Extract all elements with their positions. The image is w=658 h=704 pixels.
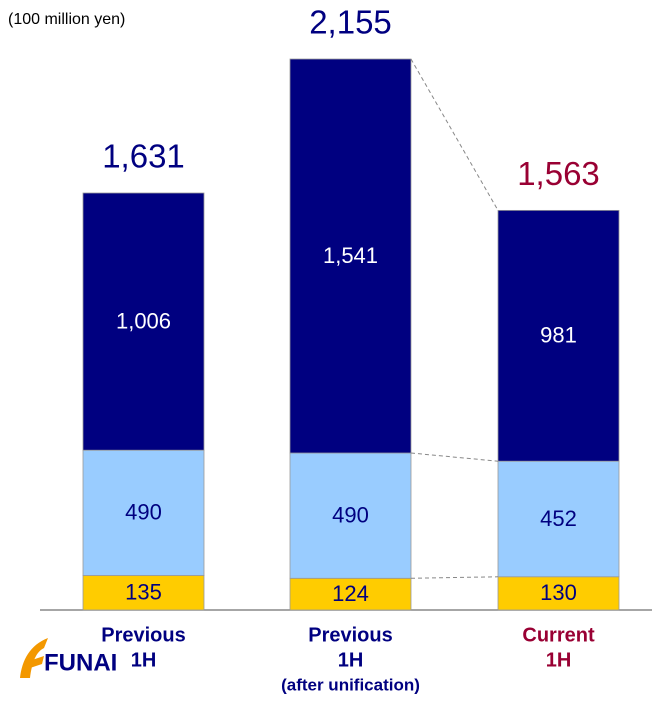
bar-segment [497, 576, 620, 611]
x-tick-label: (after unification) [281, 675, 420, 694]
bar-segment [289, 577, 412, 611]
x-tick-label: 1H [131, 649, 157, 671]
x-tick-label: Previous [308, 624, 392, 646]
x-tick-label: 1H [546, 649, 572, 671]
bar-segment [497, 460, 620, 578]
connector [410, 58, 499, 211]
bar-segment [289, 58, 412, 454]
bar-segment [82, 192, 205, 451]
segment-label: 135 [125, 580, 162, 605]
segment-label: 490 [332, 502, 369, 527]
total-label: 2,155 [309, 4, 392, 41]
logo-icon [20, 638, 48, 678]
segment-label: 1,006 [116, 308, 171, 333]
segment-label: 1,541 [323, 243, 378, 268]
bar-segment [82, 575, 205, 611]
unit-label: (100 million yen) [8, 11, 125, 28]
x-tick-label: Current [522, 624, 595, 646]
segment-label: 452 [540, 506, 577, 531]
x-tick-label: Previous [101, 624, 185, 646]
total-label: 1,631 [102, 138, 185, 175]
logo-text: FUNAI [44, 649, 117, 676]
x-tick-label: 1H [338, 649, 364, 671]
bar-segment [289, 452, 412, 579]
total-label: 1,563 [517, 155, 600, 192]
segment-label: 981 [540, 323, 577, 348]
segment-label: 130 [540, 580, 577, 605]
connector [410, 576, 499, 579]
connector [410, 452, 499, 462]
segment-label: 490 [125, 500, 162, 525]
bar-segment [497, 209, 620, 462]
segment-label: 124 [332, 581, 369, 606]
